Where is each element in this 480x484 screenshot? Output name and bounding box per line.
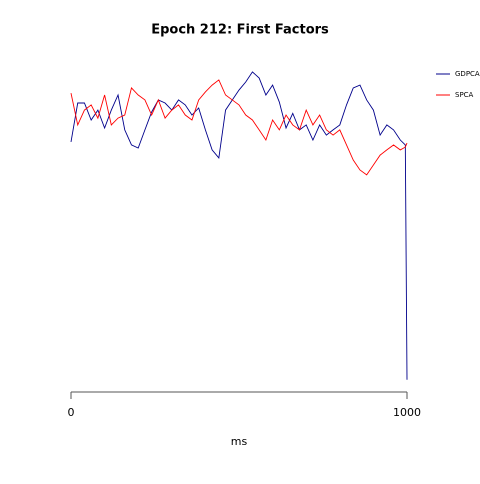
legend-label: GDPCA <box>455 70 480 78</box>
x-tick-label: 0 <box>68 406 75 419</box>
chart-title: Epoch 212: First Factors <box>151 23 329 38</box>
x-axis-label: ms <box>231 435 248 448</box>
legend-label: SPCA <box>455 91 474 99</box>
series-line <box>70 71 408 380</box>
series-line <box>70 79 408 176</box>
x-tick-label: 1000 <box>393 406 421 419</box>
